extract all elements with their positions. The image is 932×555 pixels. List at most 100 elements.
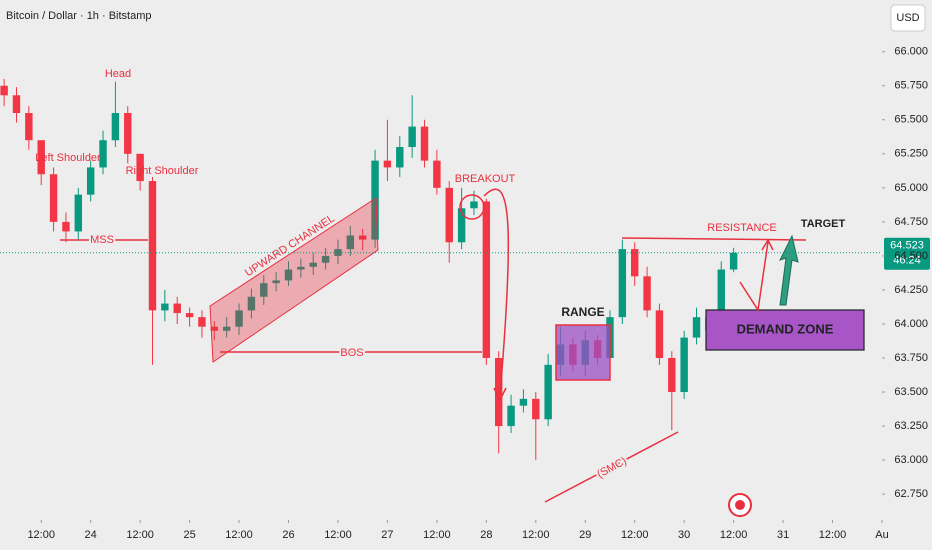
candle-body: [692, 317, 701, 338]
candle-body: [631, 249, 639, 277]
candle-body: [321, 255, 330, 263]
x-tick-label: 29: [579, 529, 591, 541]
range-label: RANGE: [561, 305, 604, 319]
currency-button[interactable]: [890, 4, 926, 32]
logo: [728, 493, 752, 517]
x-tick-label: 12:00: [720, 529, 748, 541]
candle-body: [457, 208, 466, 243]
x-tick-label: 12:00: [225, 529, 253, 541]
candle-body: [519, 398, 528, 406]
candle-body: [25, 112, 33, 141]
candle-body: [222, 326, 231, 331]
y-tick-label: 64.750: [894, 216, 928, 228]
candle-body: [470, 201, 478, 209]
x-tick-label: 24: [85, 529, 97, 541]
y-tick-label: 62.750: [894, 488, 928, 500]
range-box: [555, 324, 611, 381]
candle-body: [12, 95, 21, 113]
candle-body: [433, 160, 441, 188]
price-tag-box: [884, 237, 930, 270]
x-tick-label: 12:00: [423, 529, 451, 541]
candle-body: [494, 358, 503, 427]
candle-body: [383, 160, 392, 168]
candle-body: [482, 201, 491, 359]
breakout-label: BREAKOUT: [455, 173, 516, 185]
candle-body: [198, 317, 206, 327]
currency-label[interactable]: USD: [896, 12, 919, 24]
mss-label: MSS: [90, 234, 114, 246]
x-tick-label: 12:00: [27, 529, 55, 541]
candle-body: [729, 252, 738, 270]
y-tick-label: 63.750: [894, 352, 928, 364]
current-price-tag: 64.523 46:24: [884, 237, 930, 270]
current-price: 64.523: [890, 240, 924, 252]
candle-body: [717, 269, 725, 331]
channel-zone: [209, 197, 379, 363]
candle-body: [247, 296, 256, 311]
head-label: Head: [105, 68, 131, 80]
candle-body: [334, 249, 342, 256]
x-tick-label: 12:00: [819, 529, 847, 541]
x-tick-label: 31: [777, 529, 789, 541]
y-tick-label: 65.750: [894, 80, 928, 92]
right-shoulder-label: Right Shoulder: [126, 165, 199, 177]
candle-body: [445, 187, 453, 243]
candle-body: [235, 310, 243, 327]
annotations: [60, 188, 865, 503]
candle-body: [37, 140, 45, 175]
candle-body: [408, 126, 416, 148]
candle-body: [0, 85, 8, 96]
candle-body: [124, 112, 132, 154]
y-tick-label: 63.000: [894, 454, 928, 466]
candle-body: [185, 313, 194, 318]
bos-label: BOS: [340, 347, 363, 359]
candle-body: [668, 358, 676, 393]
y-tick-label: 65.500: [894, 114, 928, 126]
candle-body: [346, 235, 355, 250]
breakout-circle: [459, 194, 485, 220]
resistance-line: [621, 237, 807, 241]
y-tick-label: 63.500: [894, 386, 928, 398]
y-tick-label: 64.000: [894, 318, 928, 330]
x-tick-label: 12:00: [522, 529, 550, 541]
candle-body: [86, 167, 95, 195]
x-tick-label: 28: [480, 529, 492, 541]
candle-body: [680, 337, 688, 393]
candles: [0, 78, 738, 461]
y-tick-label: 65.250: [894, 148, 928, 160]
countdown: 46:24: [893, 255, 921, 267]
x-tick-label: 12:00: [621, 529, 649, 541]
candle-body: [371, 160, 379, 240]
x-tick-label: 12:00: [126, 529, 154, 541]
path-arrow: [739, 238, 774, 313]
x-tick-label: 30: [678, 529, 690, 541]
candle-body: [49, 174, 58, 222]
candle-body: [173, 303, 181, 314]
target-label: TARGET: [801, 218, 846, 230]
candle-body: [99, 140, 107, 168]
candle-body: [148, 181, 157, 311]
candle-body: [507, 405, 515, 427]
x-tick-label: 27: [381, 529, 393, 541]
candle-body: [655, 310, 664, 359]
candle-body: [74, 194, 83, 232]
candle-body: [161, 303, 169, 311]
candle-body: [272, 280, 280, 284]
candle-body: [136, 153, 144, 182]
logo-dot: [735, 500, 745, 510]
y-tick-label: 63.250: [894, 420, 928, 432]
y-tick-label: 65.000: [894, 182, 928, 194]
candle-body: [358, 235, 367, 240]
breakout-arrow: [483, 188, 510, 402]
candle-body: [297, 266, 305, 270]
x-tick-label: 26: [282, 529, 294, 541]
chart-title: Bitcoin / Dollar · 1h · Bitstamp: [6, 10, 152, 22]
candle-body: [309, 262, 317, 267]
x-tick-label: 25: [183, 529, 195, 541]
candle-body: [618, 249, 627, 318]
left-shoulder-label: Left Shoulder: [35, 152, 101, 164]
candle-body: [544, 364, 552, 420]
